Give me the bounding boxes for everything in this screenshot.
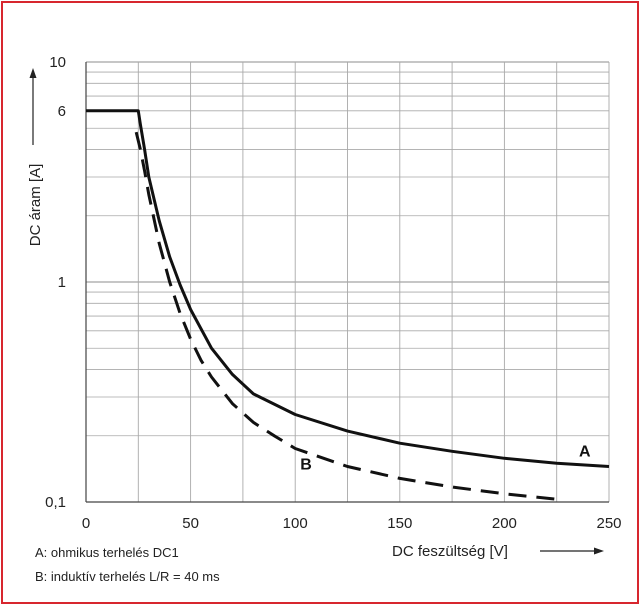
y-tick-label: 0,1 <box>45 494 66 511</box>
series-label-a: A <box>579 443 591 460</box>
series-group: AB <box>86 109 610 501</box>
x-axis-title: DC feszültség [V] <box>392 543 508 560</box>
x-tick-label: 100 <box>283 515 308 532</box>
y-axis-arrow-head <box>29 68 37 78</box>
y-axis-title: DC áram [A] <box>27 164 44 247</box>
x-tick-label: 0 <box>82 515 90 532</box>
series-label-b: B <box>300 457 312 474</box>
series-line-a <box>86 109 610 468</box>
x-tick-label: 150 <box>387 515 412 532</box>
x-tick-label: 200 <box>492 515 517 532</box>
x-tick-label: 250 <box>596 515 621 532</box>
x-axis-arrow-head <box>594 547 604 555</box>
y-tick-label: 10 <box>49 54 66 71</box>
axes: 0 50 100 150 200 250 10 6 1 0,1 <box>45 54 621 532</box>
legend-note-b: B: induktív terhelés L/R = 40 ms <box>35 569 220 584</box>
x-tick-label: 50 <box>182 515 199 532</box>
y-axis-title-group: DC áram [A] <box>27 68 44 246</box>
x-axis-title-group: DC feszültség [V] <box>392 543 604 560</box>
grid <box>85 61 610 503</box>
legend-note-a: A: ohmikus terhelés DC1 <box>35 545 179 560</box>
series-line-b <box>134 131 557 501</box>
y-tick-label: 6 <box>58 103 66 120</box>
y-tick-label: 1 <box>58 274 66 291</box>
